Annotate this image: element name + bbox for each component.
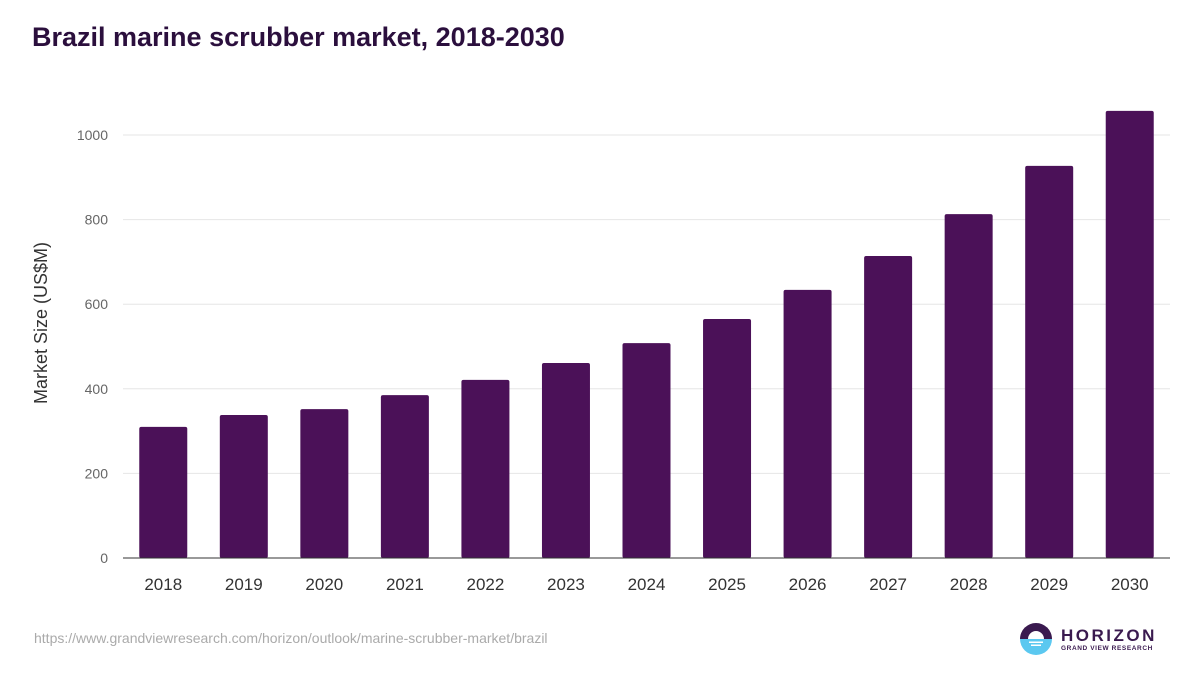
source-url[interactable]: https://www.grandviewresearch.com/horizo…: [34, 630, 548, 646]
bar-2030: [1105, 110, 1154, 558]
bar-2028: [944, 214, 993, 558]
bar-2026: [783, 289, 832, 558]
horizon-logo-icon: [1020, 623, 1052, 655]
y-axis-label: Market Size (US$M): [31, 242, 51, 404]
bar-2023: [541, 362, 590, 558]
horizon-logo: HORIZON GRAND VIEW RESEARCH: [1019, 622, 1157, 656]
x-tick-label: 2020: [305, 575, 343, 594]
x-tick-label: 2025: [708, 575, 746, 594]
x-tick-label: 2030: [1111, 575, 1149, 594]
y-tick-label: 200: [85, 465, 109, 481]
bar-2027: [864, 255, 913, 558]
y-tick-label: 0: [100, 550, 108, 566]
x-tick-label: 2023: [547, 575, 585, 594]
y-tick-label: 400: [85, 381, 109, 397]
bar-2025: [703, 319, 752, 558]
x-tick-label: 2022: [467, 575, 505, 594]
x-tick-label: 2018: [144, 575, 182, 594]
bar-2020: [300, 409, 349, 558]
x-tick-label: 2019: [225, 575, 263, 594]
x-tick-label: 2027: [869, 575, 907, 594]
y-tick-label: 800: [85, 212, 109, 228]
x-tick-label: 2029: [1030, 575, 1068, 594]
bar-chart: 0 200 400 600 800 1000 2018 2019 2020 2021 2022 202…: [31, 110, 1170, 594]
bar-2022: [461, 379, 510, 558]
bar-2024: [622, 343, 671, 558]
x-tick-label: 2026: [789, 575, 827, 594]
chart-title: Brazil marine scrubber market, 2018-2030: [32, 22, 565, 52]
x-tick-label: 2028: [950, 575, 988, 594]
y-tick-label: 600: [85, 296, 109, 312]
x-tick-label: 2021: [386, 575, 424, 594]
bar-2018: [139, 426, 188, 558]
bar-2019: [219, 415, 268, 558]
x-tick-label: 2024: [628, 575, 666, 594]
bar-2021: [380, 395, 429, 558]
logo-subtitle: GRAND VIEW RESEARCH: [1061, 644, 1153, 652]
bar-2029: [1025, 165, 1074, 558]
y-tick-label: 1000: [77, 127, 108, 143]
logo-name: HORIZON: [1061, 625, 1157, 645]
